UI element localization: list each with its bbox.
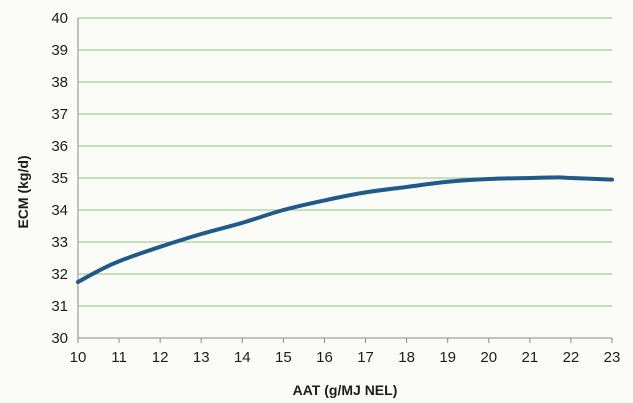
x-tick-label-10: 10: [70, 349, 87, 366]
x-tick-label-12: 12: [152, 349, 169, 366]
y-tick-labels: 30 31 32 33 34 35 36 37 38 39 40: [51, 10, 68, 347]
y-tick-label-37: 37: [51, 106, 68, 123]
axes: [77, 18, 613, 343]
x-tick-label-23: 23: [604, 349, 621, 366]
x-tick-label-21: 21: [522, 349, 539, 366]
y-tick-label-31: 31: [51, 298, 68, 315]
x-axis-title: AAT (g/MJ NEL): [293, 382, 398, 398]
y-axis-title: ECM (kg/d): [15, 155, 31, 228]
y-tick-label-39: 39: [51, 42, 68, 59]
x-tick-label-16: 16: [316, 349, 333, 366]
y-tick-label-38: 38: [51, 74, 68, 91]
x-tick-label-18: 18: [398, 349, 415, 366]
y-tick-label-33: 33: [51, 234, 68, 251]
y-tick-label-34: 34: [51, 202, 68, 219]
series-line-0: [76, 175, 614, 284]
y-tick-label-35: 35: [51, 170, 68, 187]
series-lines: [76, 175, 614, 284]
x-tick-label-13: 13: [193, 349, 210, 366]
x-tick-label-20: 20: [480, 349, 497, 366]
y-tick-label-36: 36: [51, 138, 68, 155]
x-tick-label-22: 22: [563, 349, 580, 366]
x-tick-label-17: 17: [357, 349, 374, 366]
y-tick-label-32: 32: [51, 266, 68, 283]
x-tick-label-15: 15: [275, 349, 292, 366]
x-tick-label-19: 19: [439, 349, 456, 366]
y-tick-label-40: 40: [51, 10, 68, 27]
x-tick-labels: 10 11 12 13 14 15 16 17 18 19 20 21 22 23: [70, 349, 621, 366]
gridlines: [78, 17, 612, 307]
x-tick-label-11: 11: [111, 349, 127, 366]
x-tick-label-14: 14: [234, 349, 251, 366]
y-tick-label-30: 30: [51, 330, 68, 347]
